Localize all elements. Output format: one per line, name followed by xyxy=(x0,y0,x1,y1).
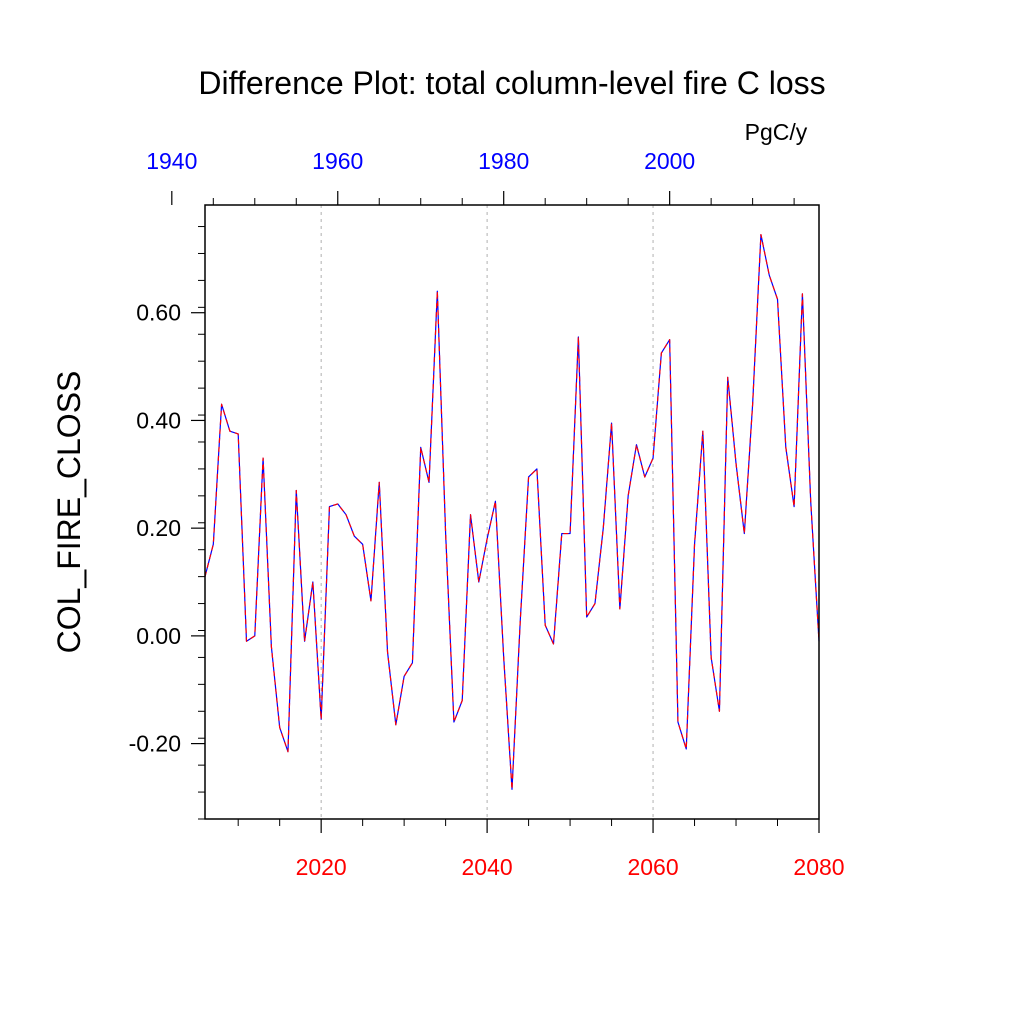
x-bottom-tick-label: 2020 xyxy=(296,854,347,880)
y-tick-label: 0.20 xyxy=(136,515,181,541)
x-bottom-tick-label: 2080 xyxy=(793,854,844,880)
x-top-tick-label: 2000 xyxy=(644,148,695,174)
x-top-tick-label: 1940 xyxy=(146,148,197,174)
x-bottom-tick-label: 2060 xyxy=(627,854,678,880)
x-bottom-tick-label: 2040 xyxy=(462,854,513,880)
axes: -0.20 0.00 0.20 0.40 0.60 2020 2040 2060 2080 194… xyxy=(129,148,845,880)
units-label: PgC/y xyxy=(745,119,808,145)
series-lines xyxy=(204,234,820,790)
y-tick-label: 0.00 xyxy=(136,623,181,649)
x-top-tick-label: 1960 xyxy=(312,148,363,174)
y-tick-label: 0.60 xyxy=(136,300,181,326)
y-axis-label: COL_FIRE_CLOSS xyxy=(51,371,87,654)
x-top-tick-label: 1980 xyxy=(478,148,529,174)
plot-frame xyxy=(204,204,820,820)
y-tick-label: -0.20 xyxy=(129,731,181,757)
chart-title: Difference Plot: total column-level fire… xyxy=(198,65,825,101)
series-line-2 xyxy=(204,234,820,790)
y-tick-label: 0.40 xyxy=(136,407,181,433)
